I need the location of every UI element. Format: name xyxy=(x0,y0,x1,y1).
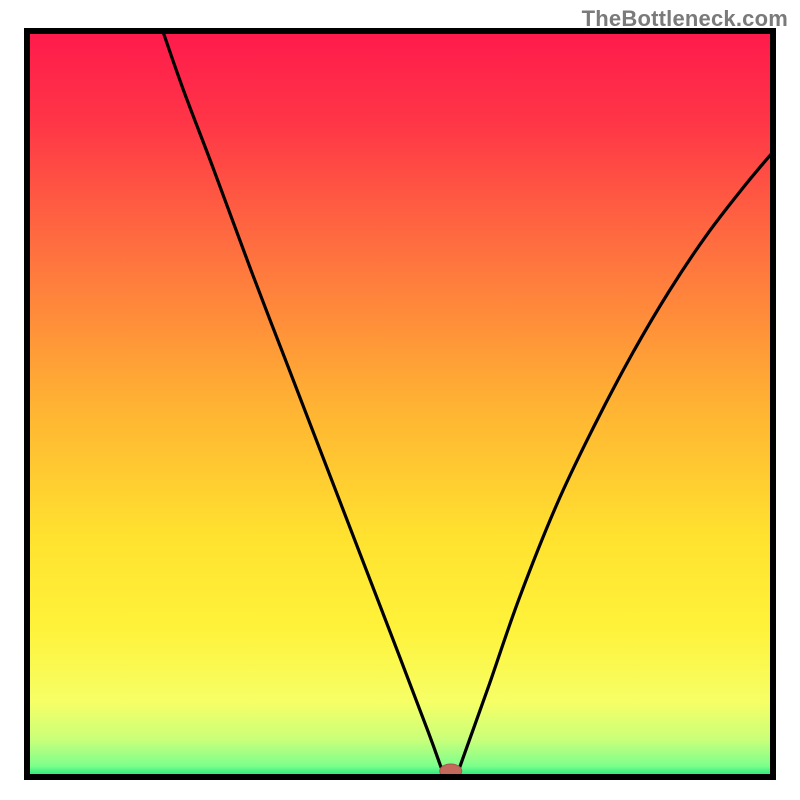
bottleneck-chart xyxy=(0,0,800,800)
gradient-background xyxy=(27,31,773,777)
watermark-text: TheBottleneck.com xyxy=(582,6,788,32)
